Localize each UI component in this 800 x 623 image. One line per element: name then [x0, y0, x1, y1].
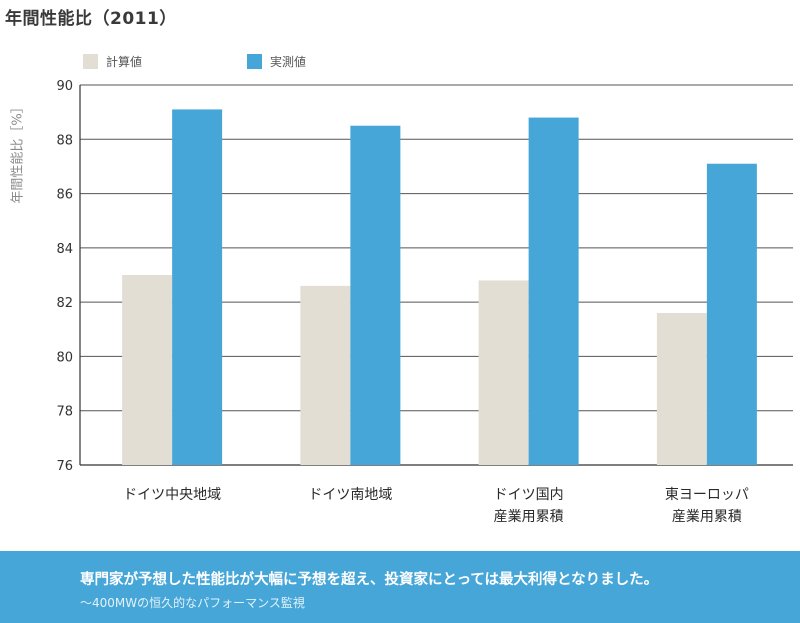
x-category-label: 産業用累積	[494, 509, 564, 525]
legend-item-measured: 実測値	[247, 53, 306, 70]
legend-swatch-measured	[247, 54, 262, 69]
y-tick-label: 80	[56, 350, 73, 365]
summary-banner: 専門家が予想した性能比が大幅に予想を超え、投資家にとっては最大利得となりました。…	[0, 551, 800, 623]
legend-label-measured: 実測値	[270, 55, 307, 69]
x-category-label: ドイツ南地域	[308, 487, 392, 503]
y-tick-label: 86	[56, 188, 73, 203]
bar-calculated	[478, 280, 529, 465]
y-tick-label: 88	[56, 133, 73, 148]
x-category-label: 産業用累積	[672, 509, 742, 525]
legend-label-calculated: 計算値	[106, 55, 143, 69]
bar-calculated	[122, 275, 173, 465]
bar-measured	[528, 117, 579, 466]
y-tick-label: 82	[56, 296, 73, 311]
y-tick-label: 90	[56, 79, 73, 94]
bar-measured	[172, 109, 223, 465]
y-tick-label: 84	[56, 242, 73, 257]
legend-item-calculated: 計算値	[83, 53, 142, 70]
bar-calculated	[656, 313, 707, 465]
bar-measured	[706, 163, 757, 465]
banner-headline: 専門家が予想した性能比が大幅に予想を超え、投資家にとっては最大利得となりました。	[80, 572, 659, 588]
x-category-label: 東ヨーロッパ	[665, 487, 749, 503]
banner-subtext: ～400MWの恒久的なパフォーマンス監視	[80, 596, 305, 610]
x-category-label: ドイツ中央地域	[123, 487, 221, 503]
y-tick-label: 78	[56, 405, 73, 420]
chart-title: 年間性能比（2011）	[5, 9, 177, 29]
bar-calculated	[300, 285, 351, 465]
y-tick-label: 76	[56, 459, 73, 474]
bar-measured	[350, 125, 401, 465]
legend-swatch-calculated	[83, 54, 98, 69]
x-category-label: ドイツ国内	[494, 487, 564, 503]
